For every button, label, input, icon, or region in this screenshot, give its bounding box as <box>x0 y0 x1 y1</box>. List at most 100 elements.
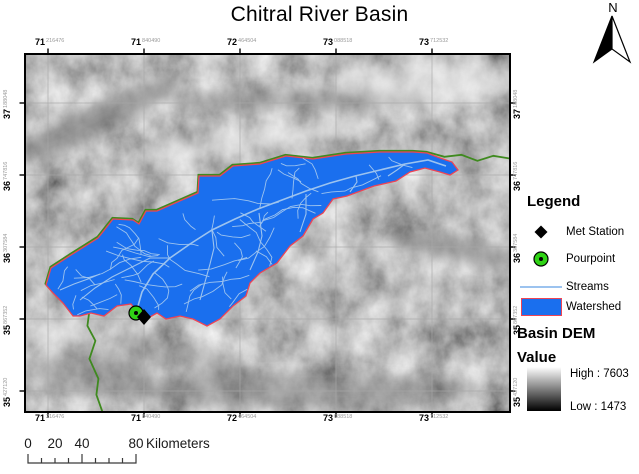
grid-label-top: 72 464504 <box>227 38 256 47</box>
met-station-icon <box>516 224 566 240</box>
grid-label-top: 71 840490 <box>131 38 160 47</box>
page-title: Chitral River Basin <box>230 3 409 26</box>
coordinate-fraction: 747816 <box>513 161 519 180</box>
stream-line <box>238 227 275 261</box>
stream-line <box>113 246 159 258</box>
grid-label-top: 71 216476 <box>35 38 64 47</box>
grid-label-left: 36 747816 <box>2 162 12 191</box>
coordinate-fraction: 088518 <box>334 38 353 44</box>
stream-line <box>280 162 306 167</box>
grid-ticks <box>19 48 516 418</box>
stream-line <box>109 237 140 270</box>
coordinate-degrees: 71 <box>131 37 142 47</box>
grid-label-left: 35 867352 <box>2 306 12 335</box>
scalebar-number: 20 <box>47 436 63 451</box>
watershed-swatch-icon <box>516 298 566 316</box>
legend-item-pourpoint: Pourpoint <box>516 250 615 268</box>
value-heading: Value <box>517 349 557 366</box>
met-station-marker <box>137 309 151 325</box>
stream-line <box>299 194 307 233</box>
dem-color-ramp <box>527 367 561 411</box>
scalebar-number: 40 <box>74 436 90 451</box>
stream-line <box>368 164 380 180</box>
coordinate-degrees: 35 <box>512 324 522 335</box>
pourpoint-icon <box>516 250 566 268</box>
stream-line <box>259 211 269 227</box>
terrain-shading <box>25 60 510 408</box>
stream-line <box>387 163 406 177</box>
coordinate-fraction: 867352 <box>513 305 519 324</box>
stream-line <box>183 271 228 305</box>
stream-line <box>116 226 151 256</box>
stream-line <box>124 279 183 288</box>
grid-label-top: 73 088518 <box>323 38 352 47</box>
stream-line <box>239 219 273 267</box>
stream-line <box>75 269 96 286</box>
stream-line <box>240 212 267 232</box>
coordinate-degrees: 73 <box>419 413 430 423</box>
grid-label-left: 37 188048 <box>2 90 12 119</box>
dem-high-value: High : 7603 <box>570 368 629 380</box>
stream-line <box>291 167 300 199</box>
grid-label-right: 36 307584 <box>512 233 522 263</box>
coordinate-degrees: 35 <box>2 324 12 335</box>
coordinate-fraction: 464504 <box>238 38 257 44</box>
coordinate-fraction: 216476 <box>46 414 65 420</box>
streams-layer <box>57 156 447 316</box>
coordinate-fraction: 307584 <box>513 233 519 252</box>
stream-line <box>262 206 316 221</box>
stream-line <box>199 230 215 301</box>
grid-label-top: 73 712532 <box>419 38 448 47</box>
grid-label-right: 35 427120 <box>512 378 522 407</box>
coordinate-fraction: 840490 <box>142 414 161 420</box>
coordinate-fraction: 427120 <box>3 377 9 396</box>
north-arrow-label: N <box>608 0 618 15</box>
stream-line <box>302 157 319 180</box>
stream-line <box>259 168 273 209</box>
coordinate-fraction: 307584 <box>3 233 9 252</box>
stream-line <box>158 238 199 247</box>
coordinate-degrees: 73 <box>323 37 334 47</box>
stream-line <box>79 257 170 301</box>
coordinate-degrees: 73 <box>323 413 334 423</box>
stream-line <box>277 169 302 183</box>
stream-line <box>105 250 170 268</box>
scalebar-number: 0 <box>24 436 32 451</box>
coordinate-fraction: 464504 <box>238 414 257 420</box>
legend-item-label: Watershed <box>566 301 622 313</box>
grid-label-left: 36 307584 <box>2 233 12 263</box>
stream-line <box>122 254 142 283</box>
stream-line <box>211 215 225 257</box>
stream-line <box>211 198 280 205</box>
grid-label-left: 35 427120 <box>2 377 12 407</box>
coordinate-fraction: 188048 <box>513 89 519 108</box>
grid-label-bottom: 71 216476 <box>35 414 64 423</box>
coordinate-degrees: 72 <box>227 37 238 47</box>
stream-line <box>216 231 251 239</box>
stream-line <box>154 272 170 309</box>
map-frame <box>24 53 511 413</box>
coordinate-degrees: 71 <box>131 413 142 423</box>
stream-line <box>59 273 101 291</box>
coordinate-degrees: 72 <box>227 413 238 423</box>
stream-line <box>114 283 122 304</box>
grid-label-bottom: 73 088518 <box>323 414 352 423</box>
coordinate-degrees: 73 <box>419 37 430 47</box>
stream-line <box>185 283 203 313</box>
stream-line <box>222 276 232 300</box>
coordinate-fraction: 840490 <box>142 38 161 44</box>
coordinate-degrees: 37 <box>2 108 12 119</box>
stream-line <box>189 274 250 292</box>
legend-item-label: Streams <box>566 281 609 293</box>
legend-item-streams: Streams <box>516 281 609 293</box>
stream-line <box>81 296 98 310</box>
coordinate-degrees: 37 <box>512 108 522 119</box>
stream-line <box>198 256 248 271</box>
coordinate-degrees: 71 <box>35 37 46 47</box>
legend-item-met-station: Met Station <box>516 224 624 240</box>
grid-label-right: 35 867352 <box>512 305 522 335</box>
scalebar-number: 80 <box>128 436 144 451</box>
legend-item-label: Pourpoint <box>566 253 616 265</box>
